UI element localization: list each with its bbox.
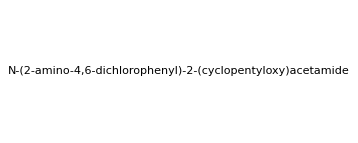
Text: N-(2-amino-4,6-dichlorophenyl)-2-(cyclopentyloxy)acetamide: N-(2-amino-4,6-dichlorophenyl)-2-(cyclop… xyxy=(8,66,350,77)
